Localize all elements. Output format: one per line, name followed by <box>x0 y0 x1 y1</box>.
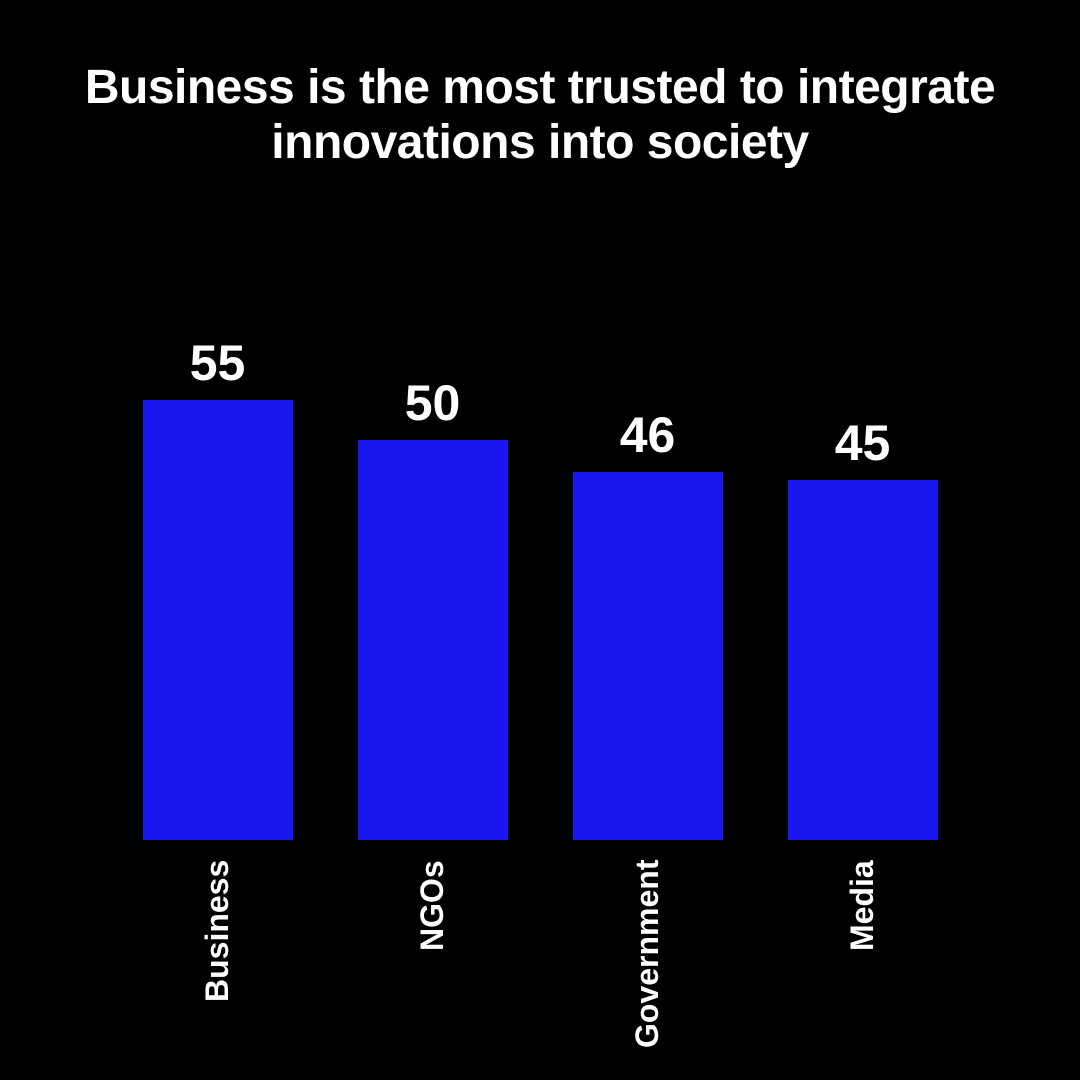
bar-rect <box>788 480 938 840</box>
bar-category-label: NGOs <box>414 860 451 1030</box>
chart-container: Business is the most trusted to integrat… <box>0 0 1080 1080</box>
bar-rect <box>573 472 723 840</box>
bar-group: 46 Government <box>573 406 723 1030</box>
bar-rect <box>143 400 293 840</box>
bar-group: 55 Business <box>143 334 293 1030</box>
chart-title: Business is the most trusted to integrat… <box>80 60 1000 170</box>
bar-value-label: 46 <box>620 406 676 464</box>
bar-category-label: Media <box>844 860 881 1030</box>
chart-plot-area: 55 Business 50 NGOs 46 Government 45 Med… <box>80 200 1000 1030</box>
bar-value-label: 55 <box>190 334 246 392</box>
bar-group: 50 NGOs <box>358 374 508 1030</box>
bar-rect <box>358 440 508 840</box>
bar-value-label: 45 <box>835 414 891 472</box>
bar-category-label: Business <box>199 860 236 1030</box>
bar-category-label: Government <box>629 860 666 1030</box>
bar-value-label: 50 <box>405 374 461 432</box>
bar-group: 45 Media <box>788 414 938 1030</box>
